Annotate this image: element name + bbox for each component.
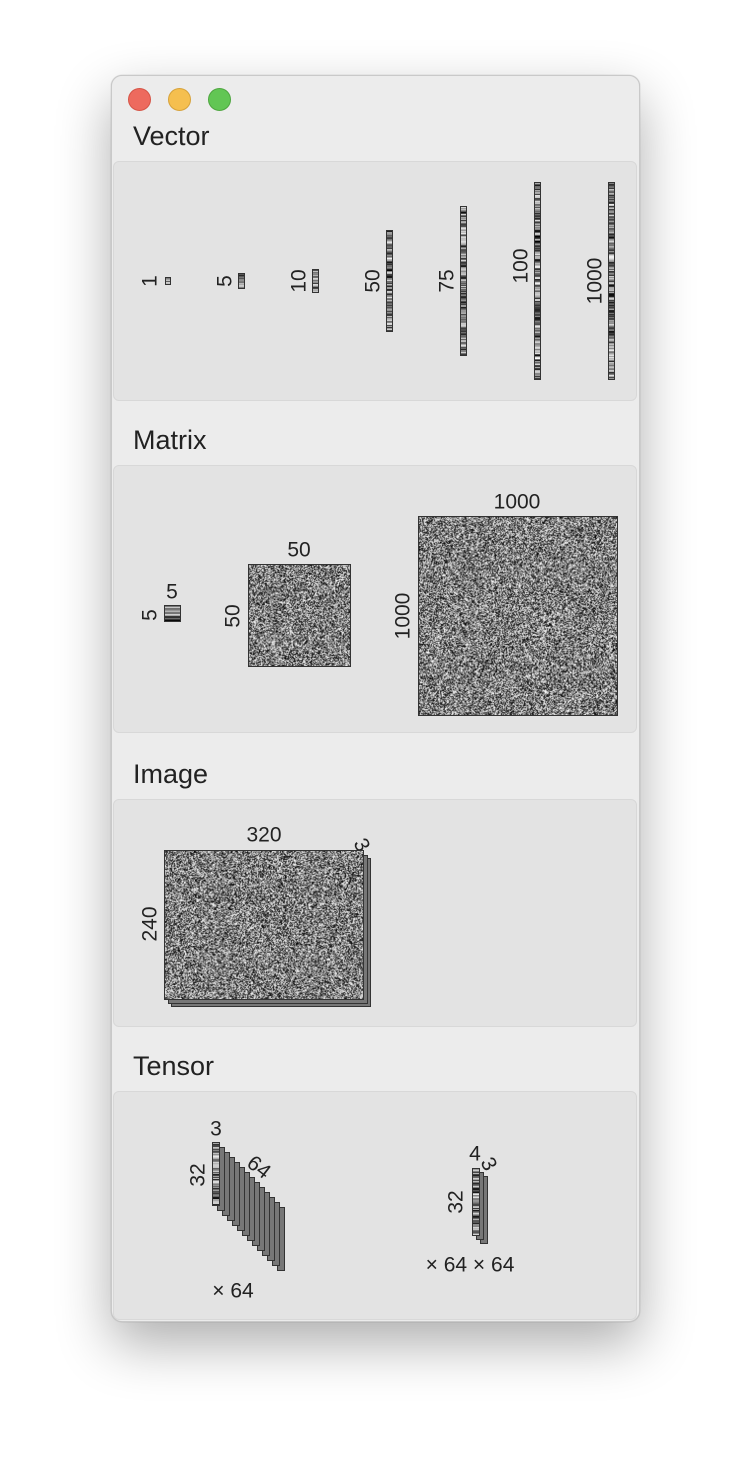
- tensor1-top-label: 3: [210, 1117, 222, 1141]
- image-height-label: 240: [138, 906, 162, 942]
- image-panel: 320 240 3: [113, 799, 637, 1027]
- matrix-50-cols: 50: [287, 538, 311, 562]
- matrix-panel: 5 5 50 50 1000 1000: [113, 465, 637, 733]
- tensor2-top-label: 4: [469, 1142, 481, 1166]
- vector-label-50: 50: [361, 269, 385, 293]
- matrix-1000x1000: [418, 516, 618, 716]
- matrix-50x50: [248, 564, 351, 667]
- section-title-tensor: Tensor: [133, 1051, 215, 1081]
- vector-label-10: 10: [287, 269, 311, 293]
- close-button[interactable]: [128, 88, 151, 111]
- maximize-button[interactable]: [208, 88, 231, 111]
- vector-label-5: 5: [213, 275, 237, 287]
- vector-label-100: 100: [509, 248, 533, 284]
- vector-10: [312, 269, 319, 293]
- vector-50: [386, 230, 393, 332]
- vector-1: [165, 277, 171, 285]
- tensor1-side-label: 32: [186, 1163, 210, 1187]
- minimize-button[interactable]: [168, 88, 191, 111]
- vector-label-1000: 1000: [583, 257, 607, 305]
- tensor2-front: [472, 1168, 480, 1236]
- vector-label-1: 1: [138, 275, 162, 287]
- matrix-1000-cols: 1000: [493, 490, 541, 514]
- vector-75: [460, 206, 467, 356]
- tensor-panel: 3 32 64 × 64 4 32 3 × 64 × 64: [113, 1091, 637, 1320]
- image-width-label: 320: [246, 823, 282, 847]
- tensor1-front: [212, 1142, 220, 1206]
- app-window: Vector 1 5 10 50 75 100 1000 Matrix 5 5 …: [111, 75, 640, 1322]
- matrix-5x5: [164, 605, 181, 622]
- vector-1000: [608, 182, 615, 380]
- vector-panel: 1 5 10 50 75 100 1000: [113, 161, 637, 401]
- vector-5: [238, 273, 245, 289]
- tensor1-multiplier: × 64: [212, 1279, 254, 1303]
- tensor2-side-label: 32: [444, 1190, 468, 1214]
- matrix-50-rows: 50: [221, 604, 245, 628]
- section-title-matrix: Matrix: [133, 425, 207, 455]
- matrix-1000-rows: 1000: [391, 592, 415, 640]
- image-channel-1: [164, 850, 364, 1000]
- matrix-5-rows: 5: [138, 609, 162, 621]
- vector-label-75: 75: [435, 269, 459, 293]
- section-title-image: Image: [133, 759, 209, 789]
- tensor2-multiplier: × 64 × 64: [425, 1253, 515, 1277]
- vector-100: [534, 182, 541, 380]
- section-title-vector: Vector: [133, 121, 210, 151]
- matrix-5-cols: 5: [166, 580, 178, 604]
